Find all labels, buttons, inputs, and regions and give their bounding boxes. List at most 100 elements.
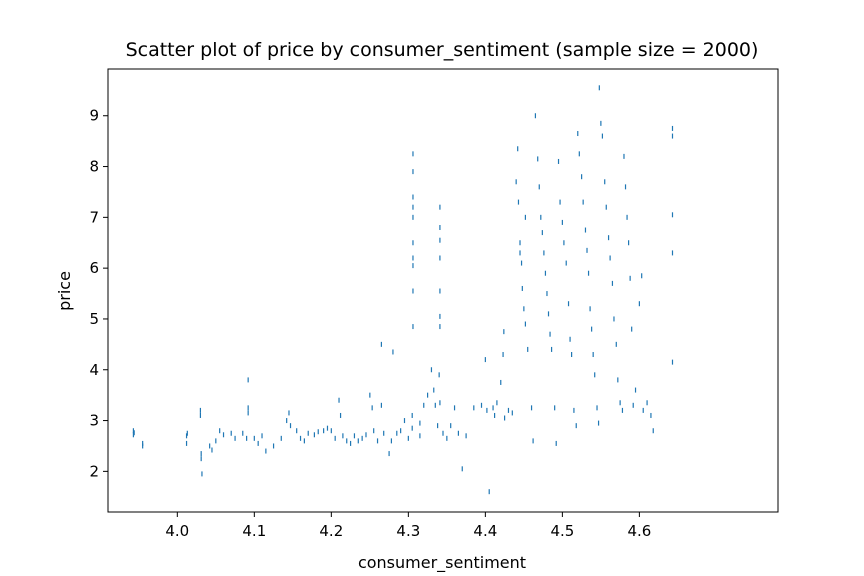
data-point	[132, 432, 135, 438]
data-point	[597, 420, 600, 426]
data-point	[185, 440, 188, 446]
data-point	[380, 402, 382, 408]
data-point	[634, 387, 637, 393]
data-point	[330, 428, 332, 434]
data-point	[617, 377, 619, 383]
data-point	[257, 440, 259, 446]
data-point	[605, 204, 607, 210]
data-point	[504, 415, 506, 421]
data-point	[494, 412, 496, 418]
data-point	[671, 250, 674, 256]
data-point	[465, 433, 467, 439]
data-point	[502, 352, 504, 358]
data-point	[584, 227, 587, 233]
data-point	[559, 199, 561, 205]
data-point	[578, 151, 580, 157]
data-point	[582, 199, 584, 205]
data-point	[609, 255, 611, 261]
data-point	[388, 451, 390, 457]
data-point	[615, 341, 617, 347]
data-point	[307, 430, 309, 436]
data-point	[423, 402, 425, 408]
data-point	[534, 113, 537, 119]
data-point	[296, 428, 298, 434]
data-point	[357, 438, 359, 444]
data-point	[412, 255, 414, 261]
data-point	[396, 430, 398, 436]
data-point	[546, 291, 548, 297]
data-point	[621, 407, 624, 413]
data-point	[638, 301, 640, 307]
data-point	[457, 430, 459, 436]
data-point	[511, 410, 513, 416]
data-point	[390, 438, 392, 444]
x-tick-label: 4.2	[319, 522, 343, 540]
data-point	[598, 85, 600, 91]
data-point	[453, 405, 456, 411]
data-point	[671, 212, 674, 218]
data-point	[521, 285, 523, 291]
data-point	[575, 423, 577, 429]
data-point	[563, 240, 565, 246]
data-point	[520, 260, 523, 266]
data-point	[407, 435, 409, 441]
y-tick-label: 9	[89, 107, 99, 125]
data-point	[412, 151, 414, 157]
data-point	[342, 433, 344, 439]
y-tick-label: 2	[89, 462, 99, 480]
data-point	[434, 402, 436, 408]
data-point	[541, 230, 543, 236]
data-point	[500, 379, 502, 385]
data-point	[619, 400, 621, 406]
data-point	[439, 324, 441, 330]
data-point	[641, 273, 643, 279]
data-point	[199, 407, 202, 413]
data-point	[186, 430, 188, 436]
data-point	[571, 352, 573, 358]
data-point	[419, 433, 421, 439]
data-point	[565, 260, 567, 266]
plot-frame	[107, 68, 779, 513]
data-point	[450, 423, 452, 429]
data-point	[380, 341, 382, 347]
data-point	[373, 428, 375, 434]
y-tick-label: 5	[89, 310, 99, 328]
data-point	[652, 428, 654, 434]
data-point	[439, 255, 441, 261]
data-point	[439, 225, 441, 230]
data-point	[642, 407, 644, 413]
data-point	[439, 204, 441, 210]
data-point	[591, 326, 593, 332]
data-point	[544, 270, 547, 276]
data-point	[569, 336, 571, 342]
data-point	[142, 443, 144, 449]
data-point	[613, 316, 615, 322]
data-point	[507, 407, 510, 413]
data-point	[550, 346, 553, 352]
data-point	[349, 440, 352, 446]
data-point	[438, 372, 440, 378]
data-point	[346, 438, 348, 444]
data-point	[543, 250, 545, 256]
data-point	[549, 331, 551, 337]
data-point	[446, 435, 448, 441]
data-point	[411, 425, 413, 431]
data-point	[411, 412, 413, 418]
data-point	[430, 367, 433, 373]
data-point	[317, 429, 319, 435]
data-point	[253, 435, 255, 441]
data-point	[631, 326, 633, 332]
data-point	[517, 199, 520, 205]
data-point	[369, 392, 371, 398]
data-point	[265, 448, 267, 454]
data-point	[439, 313, 441, 319]
data-point	[412, 324, 414, 330]
data-point	[185, 433, 188, 439]
data-point	[272, 443, 275, 449]
data-point	[503, 329, 505, 335]
x-tick-label: 4.4	[473, 522, 497, 540]
data-point	[323, 428, 325, 434]
data-point	[628, 240, 630, 246]
data-point	[230, 430, 232, 436]
